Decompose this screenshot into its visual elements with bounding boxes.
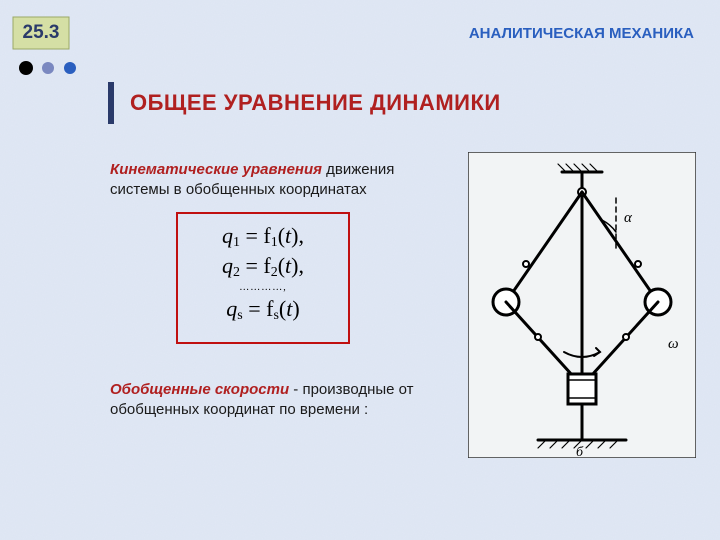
governor-figure: α ω б xyxy=(468,152,696,458)
page-title: ОБЩЕЕ УРАВНЕНИЕ ДИНАМИКИ xyxy=(130,90,501,116)
subject-label: АНАЛИТИЧЕСКАЯ МЕХАНИКА xyxy=(469,25,694,42)
generalized-velocities-paragraph: Обобщенные скорости - производные от обо… xyxy=(110,380,460,421)
page-number: 25.3 xyxy=(14,18,68,48)
kinematic-term: Кинематические уравнения xyxy=(110,161,322,178)
eq-line-1: q1 = f1(t), xyxy=(178,222,348,252)
alpha-label: α xyxy=(624,210,633,226)
equations-box: q1 = f1(t), q2 = f2(t), …………, qs = fs(t) xyxy=(176,212,350,344)
eq-line-2: q2 = f2(t), xyxy=(178,252,348,282)
eq-dots: …………, xyxy=(178,281,348,295)
decorative-dots xyxy=(16,58,86,78)
title-rule xyxy=(108,82,114,124)
omega-label: ω xyxy=(668,336,679,352)
slide-root: 25.3 АНАЛИТИЧЕСКАЯ МЕХАНИКА ОБЩЕЕ УРАВНЕ… xyxy=(0,0,720,540)
eq-line-s: qs = fs(t) xyxy=(178,295,348,325)
kinematic-paragraph: Кинематические уравнения движения систем… xyxy=(110,160,450,201)
title-bar: ОБЩЕЕ УРАВНЕНИЕ ДИНАМИКИ xyxy=(108,82,501,124)
gen-vel-term: Обобщенные скорости xyxy=(110,381,289,398)
sub-caption: б xyxy=(576,445,584,458)
